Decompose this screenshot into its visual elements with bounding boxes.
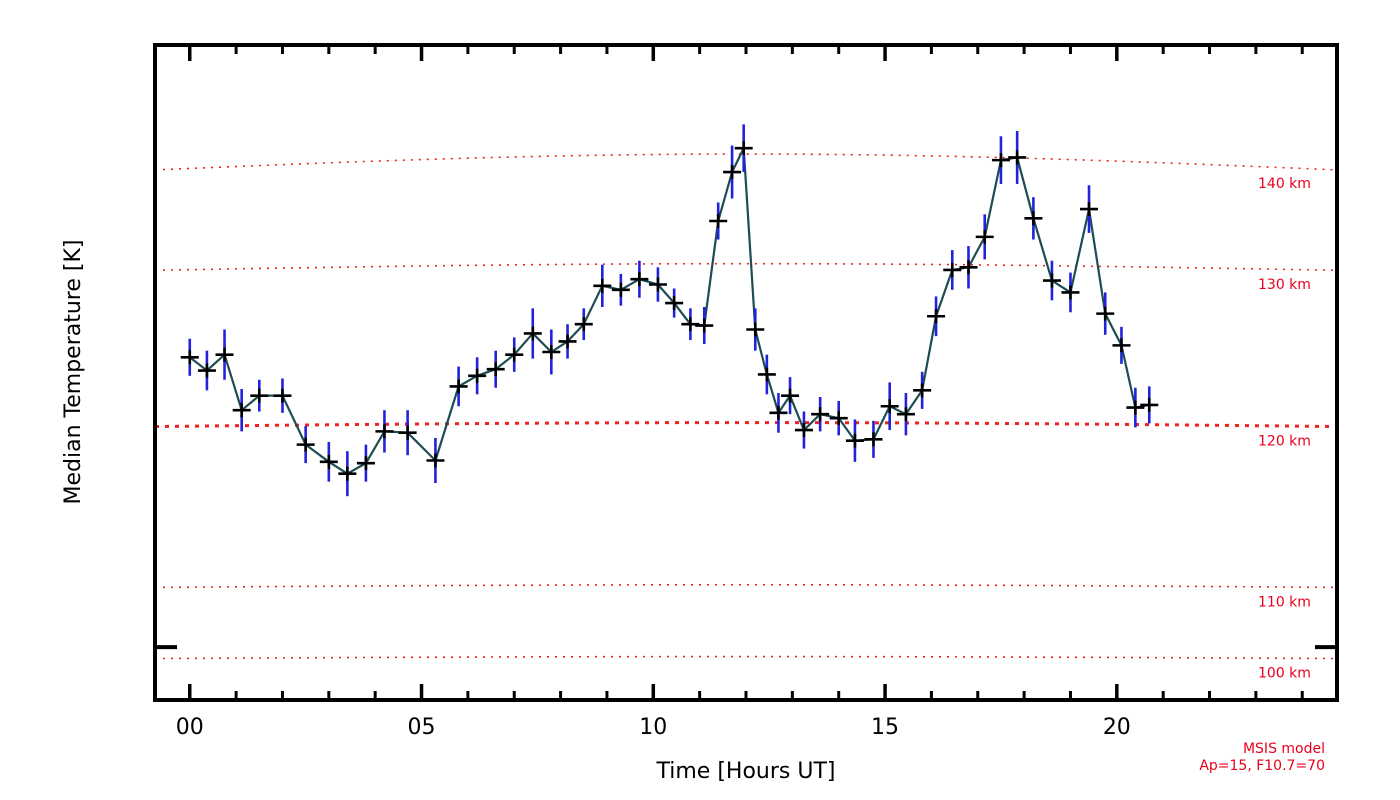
reference-line-120-km (154, 421, 1338, 429)
reference-line-110-km (154, 583, 1338, 589)
altitude-label-130-km: 130 km (1258, 277, 1311, 293)
reference-line-100-km (154, 655, 1338, 660)
tick-labels: 00 05 10 15 20 (176, 715, 1131, 740)
x-tick-label: 15 (871, 715, 899, 740)
x-axis-label: Time [Hours UT] (656, 759, 836, 784)
x-tick-label: 20 (1103, 715, 1131, 740)
altitude-label-100-km: 100 km (1258, 665, 1311, 681)
reference-line-130-km (154, 262, 1338, 272)
x-tick-label: 05 (408, 715, 436, 740)
reference-line-140-km (154, 153, 1338, 171)
x-tick-label: 00 (176, 715, 204, 740)
data-series-layer (180, 124, 1159, 497)
msis-model-note-line1: MSIS model (1243, 741, 1325, 757)
altitude-label-110-km: 110 km (1258, 594, 1311, 610)
y-axis-label: Median Temperature [K] (61, 240, 86, 505)
msis-altitude-lines (154, 153, 1338, 660)
msis-model-note-line2: Ap=15, F10.7=70 (1199, 758, 1325, 774)
altitude-label-140-km: 140 km (1258, 176, 1311, 192)
data-point-markers (180, 141, 1159, 481)
altitude-labels: 100 km 110 km 120 km 130 km 140 km (1258, 176, 1311, 681)
altitude-label-120-km: 120 km (1258, 433, 1311, 449)
x-tick-label: 10 (639, 715, 667, 740)
axis-frame (153, 43, 1339, 702)
